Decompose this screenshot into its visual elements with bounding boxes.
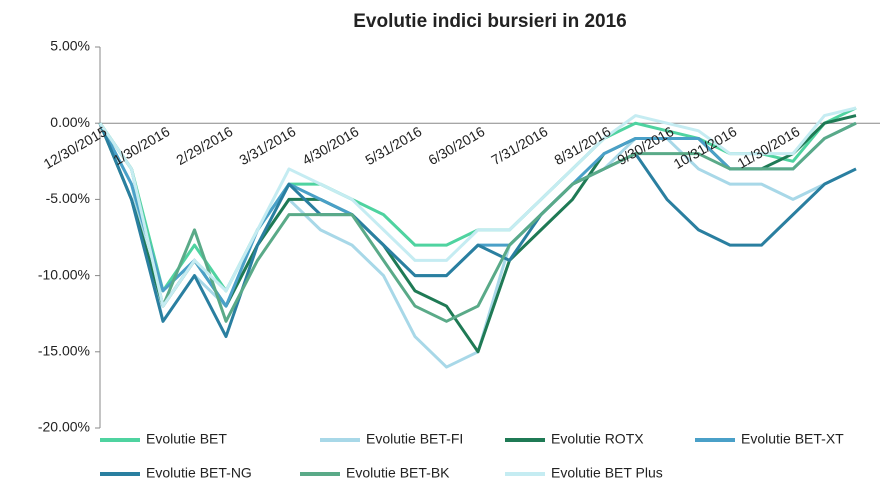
series-line [98,106,857,308]
series-line [98,122,857,339]
legend-label: Evolutie BET [146,431,227,447]
x-tick-label: 5/31/2016 [362,123,424,168]
x-tick-label: 1/30/2016 [110,123,172,168]
legend-label: Evolutie ROTX [551,431,644,447]
legend-label: Evolutie BET-FI [366,431,463,447]
y-tick-label: -10.00% [38,266,90,282]
legend-label: Evolutie BET-BK [346,465,450,481]
legend-label: Evolutie BET-NG [146,465,252,481]
x-tick-label: 4/30/2016 [299,123,361,168]
series-line [98,114,857,354]
legend-label: Evolutie BET Plus [551,465,663,481]
x-tick-label: 10/31/2016 [671,123,740,172]
x-tick-label: 3/31/2016 [236,123,298,168]
chart-title: Evolutie indici bursieri in 2016 [353,11,626,32]
x-tick-label: 12/30/2015 [41,123,110,172]
x-tick-label: 7/31/2016 [488,123,550,168]
series-line [98,121,857,323]
x-tick-label: 6/30/2016 [425,123,487,168]
y-tick-label: 5.00% [50,38,90,54]
x-tick-label: 8/31/2016 [551,123,613,168]
legend-label: Evolutie BET-XT [741,431,844,447]
x-tick-label: 2/29/2016 [173,123,235,168]
y-tick-label: 0.00% [50,114,90,130]
y-tick-label: -15.00% [38,343,90,359]
y-tick-label: -20.00% [38,419,90,435]
y-tick-label: -5.00% [46,190,90,206]
